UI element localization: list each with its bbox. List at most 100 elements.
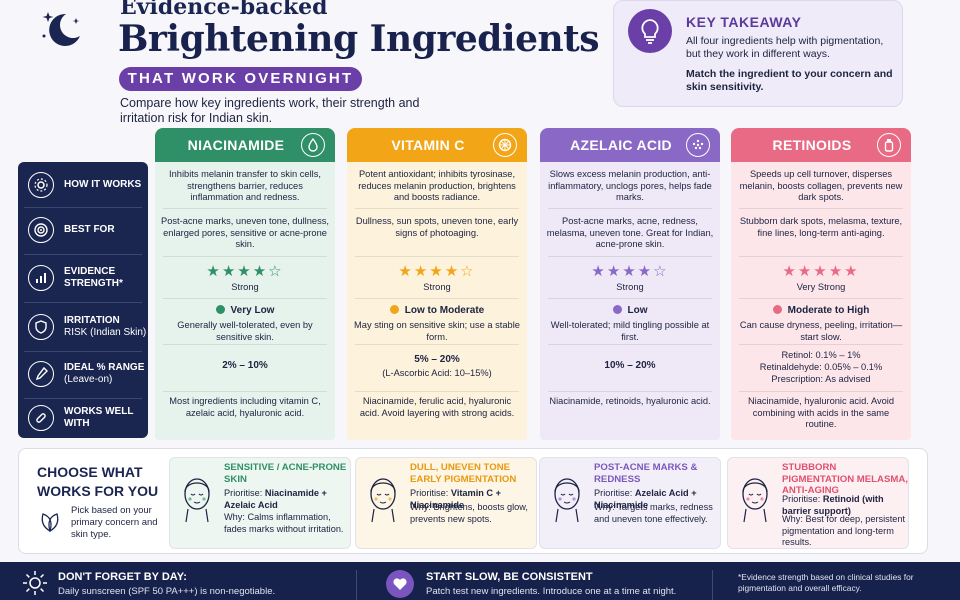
dropper-icon [28,361,54,387]
irritation-description: Well-tolerated; mild tingling possible a… [550,320,710,342]
irritation-level: Very Low [155,305,335,316]
irritation-dot-icon [215,305,225,314]
choice-card-why: Why: Best for deep, persistent pigmentat… [782,514,906,547]
choice-card-title: SENSITIVE / ACNE-PRONE SKIN [224,462,347,485]
evidence-strength-label: Strong [616,282,644,292]
irritation-level: Low to Moderate [347,305,527,316]
choice-card-prioritise: Prioritise: Vitamin C + Niacinamide [410,488,501,510]
star-icon: ☆ [653,263,669,280]
footer-bar: DON'T FORGET BY DAY: Daily sunscreen (SP… [0,562,960,600]
evidence-stars: ★★★★☆ [347,262,527,280]
ideal-range-value: 5% – 20% [414,354,460,365]
citrus-icon [493,133,517,157]
irritation-description: May sting on sensitive skin; use a stabl… [354,320,520,342]
moon-stars-icon [42,12,80,46]
takeaway-body: All four ingredients help with pigmentat… [686,35,884,60]
star-icon: ★ [606,263,623,280]
heart-icon [386,570,414,598]
row-label-irritation-risk: IRRITATION RISK (Indian Skin) [18,304,148,350]
ideal-range-line: Prescription: As advised [771,374,871,384]
star-icon: ★ [237,263,253,280]
choose-title: CHOOSE WHAT WORKS FOR YOU [37,464,159,499]
star-icon: ★ [221,263,238,280]
takeaway-emphasis: Match the ingredient to your concern and… [686,68,893,93]
star-icon: ★ [591,263,607,280]
star-icon: ★ [622,263,638,280]
irritation-level: Low [540,305,720,316]
page-title: Brightening Ingredients [118,18,600,60]
best-for-text: Stubborn dark spots, melasma, texture, f… [739,216,903,238]
ingredient-name: RETINOIDS [772,137,852,153]
gears-icon [28,172,54,198]
lightbulb-icon [628,9,672,53]
star-icon: ★ [252,263,269,280]
face-outline-icon [370,478,396,523]
ideal-range-line: Retinaldehyde: 0.05% – 0.1% [759,362,883,372]
star-icon: ★ [398,263,414,280]
footer-day-title: DON'T FORGET BY DAY: [58,571,187,583]
ingredient-name: AZELAIC ACID [570,137,672,153]
ideal-range-value: 2% – 10% [222,360,268,371]
irritation-dot-icon [389,305,399,314]
evidence-stars: ★★★★★ [731,262,911,280]
footer-day-body: Daily sunscreen (SPF 50 PA+++) is non-ne… [58,586,276,597]
evidence-strength-label: Strong [231,282,259,292]
column-vitamin-c: VITAMIN C Potent antioxidant; inhibits ty… [347,128,527,440]
target-icon [28,217,54,243]
droplet-icon [301,133,325,157]
irritation-description: Can cause dryness, peeling, irritation—s… [739,320,903,342]
evidence-strength-label: Very Strong [796,282,846,292]
row-label-ideal-range: IDEAL % RANGE (Leave-on) [18,352,148,396]
works-well-with-text: Niacinamide, retinoids, hyaluronic acid. [549,396,711,406]
takeaway-title: KEY TAKEAWAY [686,14,802,30]
irritation-description: Generally well-tolerated, even by sensit… [177,320,313,342]
how-it-works-text: Slows excess melanin production, anti-in… [548,169,712,202]
choice-card-title: POST-ACNE MARKS & REDNESS [594,462,698,485]
choice-card-why: Why: Targets marks, redness and uneven t… [594,502,713,524]
star-icon: ★ [429,263,445,280]
serum-bottle-icon [877,133,901,157]
ideal-range-value: 10% – 20% [604,360,656,371]
face-outline-icon [742,478,768,523]
column-header-niacinamide: NIACINAMIDE [155,128,335,162]
choice-card-dull-uneven-tone: DULL, UNEVEN TONE EARLY PIGMENTATION Prio… [355,457,537,549]
star-icon: ☆ [460,263,476,280]
best-for-text: Post-acne marks, acne, redness, melasma,… [546,216,714,249]
leaf-icon [41,513,59,532]
molecule-icon [686,133,710,157]
how-it-works-text: Inhibits melanin transfer to skin cells,… [169,169,321,202]
works-well-with-text: Niacinamide, hyaluronic acid. Avoid comb… [747,396,895,429]
star-icon: ★ [206,263,222,280]
column-niacinamide: NIACINAMIDE Inhibits melanin transfer to … [155,128,335,440]
footer-evidence-note: *Evidence strength based on clinical stu… [738,572,914,593]
choose-description: Pick based on your primary concern and s… [71,505,158,540]
footer-slow-title: START SLOW, BE CONSISTENT [426,571,593,583]
evidence-strength-label: Strong [423,282,451,292]
sun-icon [23,571,47,595]
star-icon: ★ [844,263,860,280]
choice-card-why: Why: Calms inflammation, fades marks wit… [224,512,344,534]
subtitle-pill: THAT WORK OVERNIGHT [119,67,362,91]
footer-slow-body: Patch test new ingredients. Introduce on… [426,586,677,597]
choice-card-title: STUBBORN PIGMENTATION MELASMA, ANTI-AGIN… [782,462,908,496]
star-icon: ★ [782,263,798,280]
best-for-text: Dullness, sun spots, uneven tone, early … [355,216,519,238]
row-label-how-it-works: HOW IT WORKS [18,164,148,206]
how-it-works-text: Potent antioxidant; inhibits tyrosinase,… [358,169,516,202]
works-well-with-text: Niacinamide, ferulic acid, hyaluronic ac… [359,396,515,418]
star-icon: ★ [413,263,430,280]
row-label-best-for: BEST FOR [18,208,148,252]
key-takeaway-box: KEY TAKEAWAY All four ingredients help w… [613,0,903,107]
title-eyebrow: Evidence-backed [120,0,328,20]
star-icon: ★ [813,263,829,280]
star-icon: ★ [828,263,845,280]
star-icon: ★ [637,263,654,280]
evidence-stars: ★★★★☆ [540,262,720,280]
star-icon: ★ [797,263,814,280]
choice-card-prioritise: Prioritise: Niacinamide + Azelaic Acid [224,488,327,510]
choice-card-stubborn-pigmentation: STUBBORN PIGMENTATION MELASMA, ANTI-AGIN… [727,457,909,549]
ideal-range-note: (L-Ascorbic Acid: 10–15%) [382,368,492,378]
choice-card-prioritise: Prioritise: Azelaic Acid + Niacinamide [594,488,697,510]
irritation-level: Moderate to High [731,305,911,316]
row-label-works-well-with: WORKS WELL WITH [18,398,148,438]
